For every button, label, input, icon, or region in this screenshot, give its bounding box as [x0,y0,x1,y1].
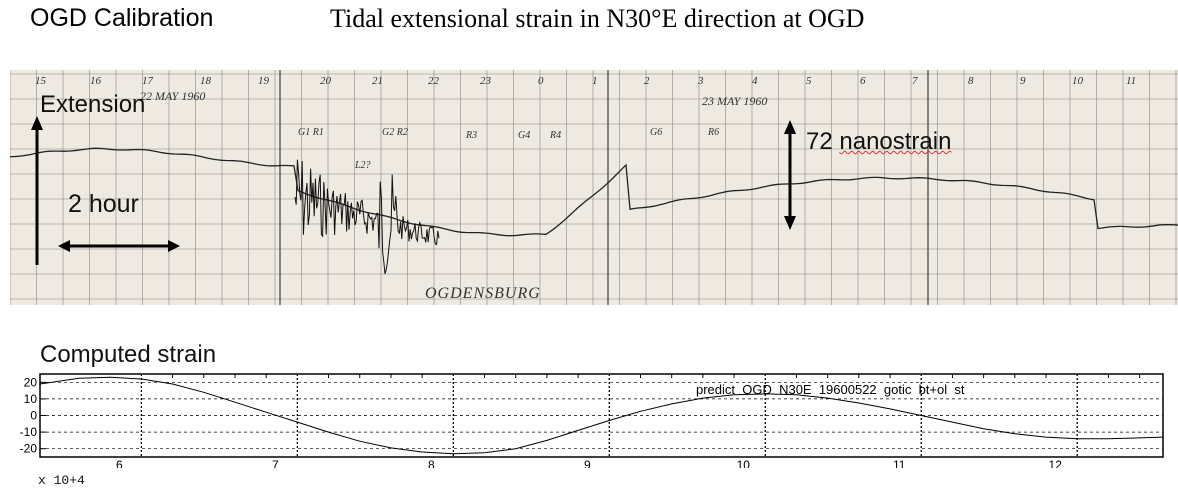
record-hour-label: 17 [142,75,154,87]
record-date-1: 22 MAY 1960 [140,89,205,103]
y-tick-label: -20 [20,442,38,456]
x-tick-label: 8 [428,458,435,468]
y-tick-label: -10 [20,425,38,439]
x-axis-multiplier: x 10+4 [38,473,85,488]
record-phase-label: G6 [650,127,662,138]
record-hour-label: 0 [538,75,544,87]
nanostrain-arrow-bottom-head [784,216,796,230]
earthquake-oscillation-trace [294,159,440,275]
x-axis-ticks: 6 7 8 9 10 11 12 [116,458,1062,468]
nanostrain-arrow-top-head [784,120,796,134]
record-phase-labels: G1 R1 G2 R2 R3 G4 R4 G6 R6 L2? [298,127,719,171]
record-hour-label: 16 [90,75,102,87]
record-hour-label: 11 [1126,75,1136,87]
record-hour-label: 19 [258,75,270,87]
record-station-name: OGDENSBURG [425,285,541,302]
nanostrain-value: 72 [806,128,833,155]
record-hour-label: 21 [372,75,383,87]
page-title: Tidal extensional strain in N30°E direct… [330,4,865,33]
strain-record-panel: 15 16 17 18 19 20 21 22 23 0 1 2 3 4 5 6 7 8 9 10 11 22 MAY … [10,70,1178,305]
record-phase-label: R4 [549,130,561,141]
two-hour-label: 2 hour [68,190,139,218]
computed-strain-chart: 20 10 0 -10 -20 6 7 8 9 10 11 12 predict OGD N30E … [20,373,1164,468]
record-grid [10,70,1178,305]
nanostrain-unit: nanostrain [839,128,952,155]
x-tick-label: 12 [1049,458,1063,468]
record-phase-label: G1 R1 [298,127,324,138]
record-date-2: 23 MAY 1960 [702,94,767,108]
record-hour-label: 6 [860,75,866,87]
record-hour-label: 4 [752,75,758,87]
record-hour-labels: 15 16 17 18 19 20 21 22 23 0 1 2 3 4 5 6 7 8 9 10 11 [35,75,1136,87]
left-title: OGD Calibration [30,4,214,32]
record-hour-label: 15 [35,75,47,87]
record-hour-label: 18 [200,75,212,87]
record-hour-label: 20 [320,75,332,87]
chart-legend-text: predict OGD N30E 19600522 gotic bt+ol st [696,382,965,397]
extension-arrow-head [31,116,43,130]
y-tick-label: 0 [30,409,37,423]
y-tick-label: 10 [24,392,38,406]
record-hour-label: 5 [806,75,812,87]
record-hour-label: 8 [968,75,974,87]
x-tick-label: 7 [272,458,279,468]
record-hour-label: 2 [644,75,650,87]
record-hour-label: 10 [1072,75,1084,87]
record-hour-label: 1 [592,75,598,87]
strain-record-image: 15 16 17 18 19 20 21 22 23 0 1 2 3 4 5 6 7 8 9 10 11 22 MAY … [10,70,1178,305]
record-hour-label: 22 [428,75,440,87]
y-tick-label: 20 [24,375,38,389]
y-axis-ticks: 20 10 0 -10 -20 [20,375,46,456]
record-phase-label: L2? [354,160,371,171]
record-phase-label: R6 [707,127,719,138]
recorded-strain-trace [10,147,1178,237]
record-hour-label: 3 [697,75,704,87]
extension-label: Extension [40,91,146,118]
two-hour-arrow-left-head [58,240,70,252]
x-tick-label: 11 [893,458,906,468]
record-phase-label: G4 [518,130,530,141]
x-tick-label: 10 [737,458,751,468]
record-phase-label: R3 [465,130,477,141]
chart-title: Computed strain [40,341,217,368]
computed-strain-line [39,376,1164,455]
record-phase-label: G2 R2 [382,127,408,138]
chart-grid [40,374,1163,457]
record-hour-label: 9 [1020,75,1026,87]
record-hour-label: 23 [480,75,492,87]
record-hour-label: 7 [912,75,918,87]
x-tick-label: 9 [584,458,591,468]
nanostrain-label: 72 nanostrain [806,128,951,156]
two-hour-arrow-right-head [168,240,180,252]
plot-frame [39,373,1164,458]
x-tick-label: 6 [116,458,123,468]
